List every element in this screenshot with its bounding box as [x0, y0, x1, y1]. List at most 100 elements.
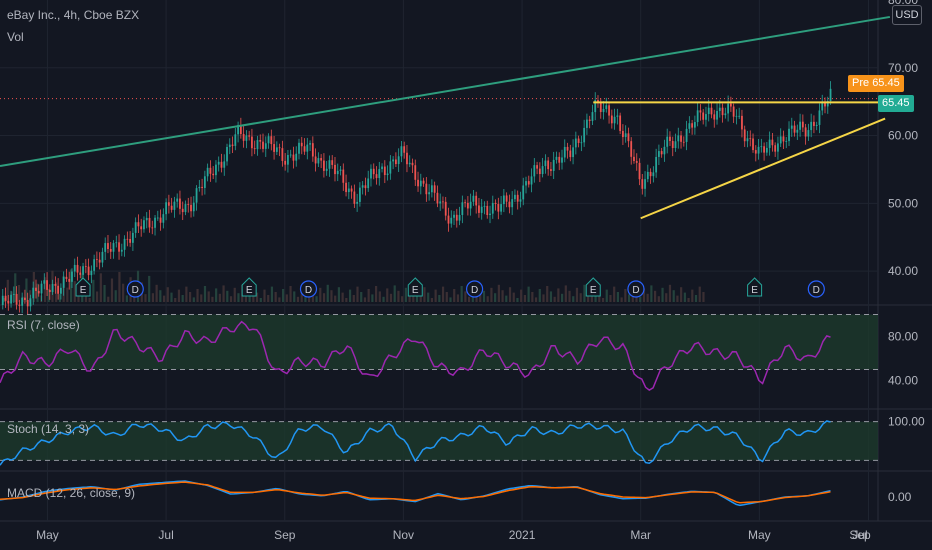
volume-bar [151, 293, 154, 302]
candle-body [256, 140, 259, 150]
candle-body [746, 138, 749, 142]
price-tick-label: 40.00 [888, 264, 918, 278]
candle-body [552, 159, 555, 171]
volume-bar [237, 293, 240, 302]
volume-bar [118, 272, 121, 302]
volume-bar [159, 290, 162, 302]
candle-body [810, 121, 813, 131]
candle-body [577, 138, 580, 143]
candle-body [765, 147, 768, 153]
candle-body [818, 110, 821, 125]
volume-bar [564, 285, 567, 302]
candle-body [466, 202, 469, 209]
volume-bar [43, 277, 47, 302]
volume-bar [289, 286, 292, 302]
candle-body [84, 266, 87, 268]
candle-body [350, 188, 353, 192]
candle-body [453, 214, 455, 218]
volume-bar [319, 287, 322, 302]
volume-bar [382, 296, 385, 302]
dividend-marker [807, 280, 825, 298]
candle-body [383, 166, 386, 176]
stoch-tick-label: 100.00 [888, 415, 925, 429]
volume-bar [270, 286, 274, 302]
event-marker-label: E [412, 285, 419, 296]
candle-body [215, 164, 217, 176]
candle-body [226, 146, 228, 162]
volume-bar [259, 298, 262, 302]
candle-body [691, 123, 694, 128]
candle-body [536, 165, 538, 169]
stoch-14-3-3--line [0, 420, 831, 466]
candle-body [505, 195, 508, 202]
candle-body [644, 179, 646, 189]
candle-body [754, 150, 757, 154]
volume-bar [114, 290, 117, 302]
volume-bar [557, 288, 560, 302]
rsi-7-close--line [0, 320, 831, 392]
volume-bar [453, 289, 456, 302]
candle-body [356, 201, 359, 204]
volume-bar [73, 281, 76, 302]
candle-body [7, 300, 10, 304]
candle-body [538, 168, 541, 175]
rsi-pane[interactable] [0, 314, 878, 392]
dividend-marker [126, 280, 144, 298]
candle-body [203, 176, 206, 188]
pre-value: 65.45 [872, 77, 900, 89]
candle-body [167, 202, 170, 206]
candle-body [527, 181, 530, 185]
candle-body [112, 243, 115, 252]
candle-body [71, 271, 73, 282]
candle-body [162, 214, 165, 223]
stoch-label: Stoch (14, 3, 3) [7, 422, 90, 436]
candle-body [610, 115, 613, 124]
candle-body [550, 169, 552, 171]
candle-body [389, 161, 392, 174]
volume-bar [516, 298, 519, 302]
macd-pane[interactable] [0, 480, 831, 507]
volume-bar [427, 292, 430, 302]
candle-body [702, 112, 705, 120]
volume-bar [334, 295, 337, 302]
stoch-pane[interactable] [0, 420, 878, 466]
x-tick-label: Jul [852, 528, 867, 542]
volume-bar [6, 279, 9, 302]
x-tick-label: Jul [158, 528, 173, 542]
volume-bar [207, 291, 210, 302]
candle-body [674, 141, 677, 149]
volume-bar [430, 298, 433, 302]
x-tick-label: Sep [849, 528, 871, 542]
candle-body [190, 204, 192, 212]
volume-bar [579, 293, 582, 302]
candle-body [422, 180, 425, 184]
candle-body [65, 276, 68, 279]
candle-body [641, 179, 644, 189]
event-marker-label: D [632, 285, 639, 296]
currency-button[interactable]: USD [892, 5, 922, 25]
candle-body [120, 249, 123, 252]
volume-bar [590, 295, 593, 302]
volume-bar [341, 292, 344, 302]
volume-bar [609, 295, 612, 302]
candle-body [555, 156, 558, 160]
candle-body [605, 105, 608, 109]
volume-bar [360, 292, 363, 302]
volume-bar [367, 289, 370, 302]
candle-body [732, 106, 735, 117]
candle-body [303, 146, 306, 152]
volume-bar [657, 296, 660, 302]
candle-body [472, 195, 475, 202]
pre-market-price-tag: Pre 65.45 [848, 75, 904, 92]
candle-body [824, 102, 826, 107]
candle-body [561, 157, 563, 163]
volume-bar [293, 291, 296, 302]
candle-body [566, 146, 569, 151]
candle-body [131, 232, 134, 243]
volume-bar [352, 295, 355, 302]
candle-body [24, 297, 26, 301]
candle-body [187, 204, 190, 205]
rising-support-trendline [640, 117, 886, 220]
